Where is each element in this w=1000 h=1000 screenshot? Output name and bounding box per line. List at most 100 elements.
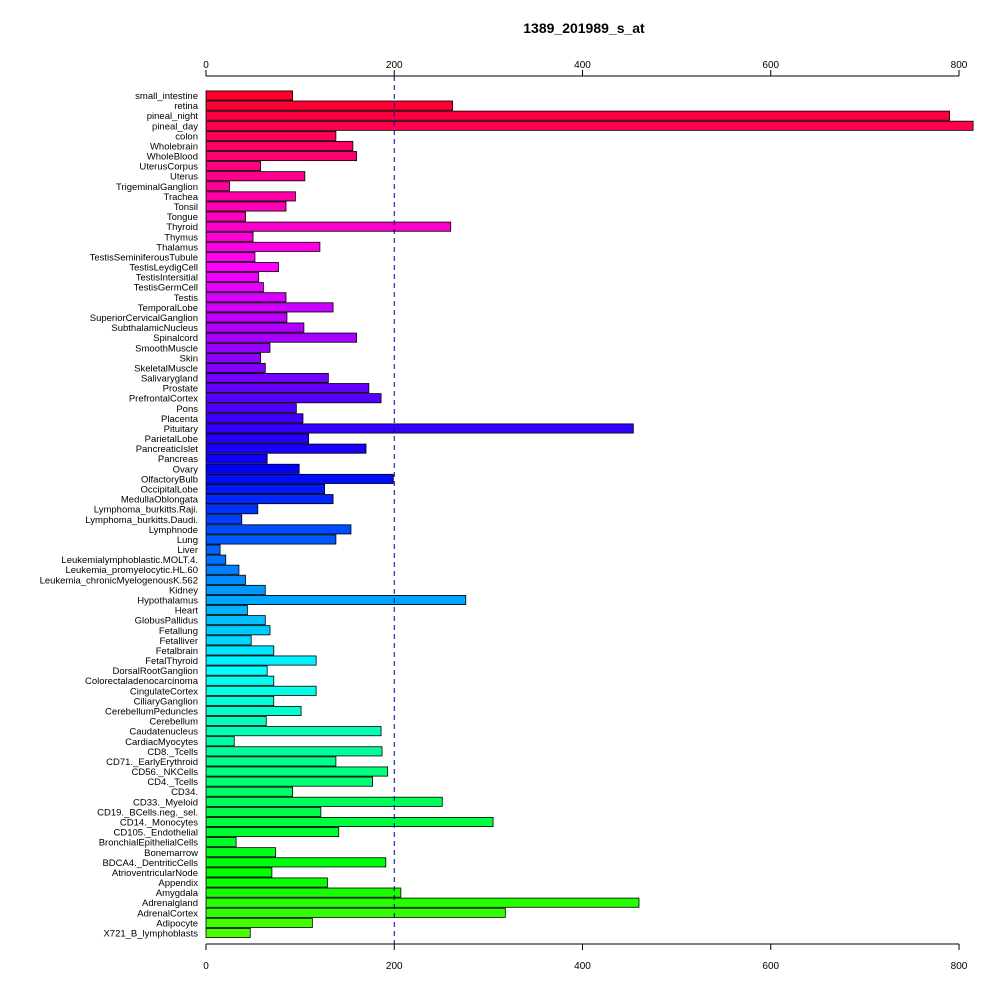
bar [205, 322, 305, 333]
category-label: CD8._Tcells [147, 747, 198, 758]
category-label: OlfactoryBulb [141, 474, 198, 485]
bar [205, 90, 293, 101]
bar [205, 130, 337, 141]
category-label: CerebellumPeduncles [105, 706, 198, 717]
category-label: TestisLeydigCell [129, 263, 198, 274]
category-label: Fetalliver [159, 636, 198, 647]
category-label: Liver [177, 545, 198, 556]
bar [205, 312, 288, 323]
bar [205, 352, 261, 363]
bottom-axis: 0 200 400 600 800 [203, 943, 968, 972]
category-label: AdrenalCortex [137, 908, 198, 919]
bar [205, 544, 221, 555]
bar [205, 211, 246, 222]
bar [205, 766, 389, 777]
category-label: CD33._Myeloid [133, 797, 198, 808]
bar [205, 302, 334, 313]
bar [205, 191, 296, 202]
bar [205, 574, 246, 585]
bar [205, 433, 309, 444]
category-label: CiliaryGanglion [134, 696, 198, 707]
category-label: SuperiorCervicalGanglion [90, 313, 198, 324]
bar [205, 504, 259, 515]
tick-label: 0 [203, 60, 209, 71]
category-label: TestisIntersitial [136, 273, 198, 284]
bar [205, 262, 279, 273]
category-label: Ovary [173, 464, 199, 475]
category-label: Caudatenucleus [129, 727, 198, 738]
category-label: BDCA4._DentriticCells [102, 858, 198, 869]
category-label: DorsalRootGanglion [112, 666, 198, 677]
tick-label: 600 [762, 961, 779, 972]
category-label: Lung [177, 535, 198, 546]
category-label: MedullaOblongata [121, 495, 199, 506]
bar [205, 463, 300, 474]
category-label: Fetalbrain [156, 646, 198, 657]
bar [205, 635, 252, 646]
category-label: CD34. [171, 787, 198, 798]
tick-label: 0 [203, 961, 209, 972]
bar [205, 867, 273, 878]
bar [205, 484, 325, 495]
bar [205, 887, 402, 898]
category-label: Leukemia_chronicMyelogenousK.562 [40, 575, 198, 586]
category-label: TrigeminalGanglion [116, 182, 198, 193]
category-label: Salivarygland [141, 374, 198, 385]
bar [205, 625, 271, 636]
bar [205, 806, 322, 817]
category-label: Wholebrain [150, 141, 198, 152]
category-label: Cerebellum [149, 717, 198, 728]
bar [205, 342, 271, 353]
tick-label: 800 [951, 60, 968, 71]
category-label: Spinalcord [153, 333, 198, 344]
chart-title: 1389_201989_s_at [523, 20, 645, 36]
category-label: UterusCorpus [139, 162, 198, 173]
category-label: Leukemia_promyelocytic.HL.60 [65, 565, 198, 576]
bar [205, 756, 337, 767]
category-label: Adrenalgland [142, 898, 198, 909]
bar [205, 665, 268, 676]
category-label: Pancreas [158, 454, 198, 465]
category-label: TemporalLobe [138, 303, 198, 314]
bar [205, 524, 352, 535]
bar [205, 685, 317, 696]
bar [205, 373, 329, 384]
category-label: ParietalLobe [145, 434, 198, 445]
category-label: AtrioventricularNode [112, 868, 198, 879]
bar [205, 403, 297, 414]
bar [205, 272, 260, 283]
bar [205, 675, 275, 686]
bar [205, 897, 640, 908]
category-label: Bonemarrow [144, 848, 198, 859]
category-label: TestisGermCell [134, 283, 198, 294]
bar [205, 413, 304, 424]
bar [205, 655, 317, 666]
category-label: Thymus [164, 232, 198, 243]
bar [205, 705, 302, 716]
category-label: CD105._Endothelial [113, 828, 198, 839]
bar [205, 645, 275, 656]
tick-label: 200 [386, 961, 403, 972]
tick-label: 600 [762, 60, 779, 71]
category-label: CD19._BCells.neg._sel. [97, 807, 198, 818]
bar [205, 595, 467, 606]
bar [205, 514, 243, 525]
bar [205, 362, 266, 373]
bar [205, 453, 268, 464]
category-label: retina [174, 101, 198, 112]
bar [205, 615, 266, 626]
category-label: OccipitalLobe [140, 485, 198, 496]
bar [205, 584, 266, 595]
tick-label: 400 [574, 961, 591, 972]
category-label: Hypothalamus [137, 596, 198, 607]
category-label: Prostate [163, 384, 198, 395]
category-label: Colorectaladenocarcinoma [85, 676, 199, 687]
category-label: FetalThyroid [145, 656, 198, 667]
bar [205, 292, 287, 303]
bar [205, 251, 256, 262]
category-label: Heart [175, 606, 199, 617]
bar [205, 786, 293, 797]
category-label: CD71._EarlyErythroid [106, 757, 198, 768]
bar [205, 564, 240, 575]
tick-label: 800 [951, 961, 968, 972]
